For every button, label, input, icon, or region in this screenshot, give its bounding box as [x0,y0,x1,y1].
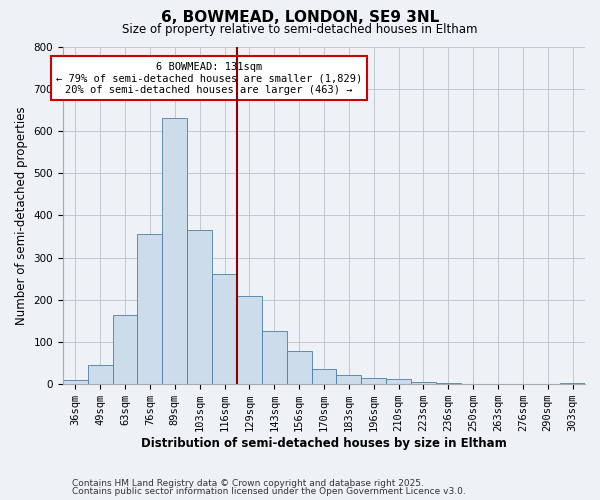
Bar [63,380,88,384]
Text: 6, BOWMEAD, LONDON, SE9 3NL: 6, BOWMEAD, LONDON, SE9 3NL [161,10,439,25]
Bar [237,296,262,384]
Text: Contains HM Land Registry data © Crown copyright and database right 2025.: Contains HM Land Registry data © Crown c… [72,478,424,488]
Bar [386,379,411,384]
Bar [212,274,237,384]
X-axis label: Distribution of semi-detached houses by size in Eltham: Distribution of semi-detached houses by … [141,437,507,450]
Bar [113,314,137,384]
Bar [88,365,113,384]
Text: Size of property relative to semi-detached houses in Eltham: Size of property relative to semi-detach… [122,22,478,36]
Text: Contains public sector information licensed under the Open Government Licence v3: Contains public sector information licen… [72,487,466,496]
Bar [163,118,187,384]
Bar [337,374,361,384]
Bar [361,378,386,384]
Y-axis label: Number of semi-detached properties: Number of semi-detached properties [15,106,28,324]
Bar [262,332,287,384]
Bar [311,368,337,384]
Bar [137,234,163,384]
Text: 6 BOWMEAD: 131sqm
← 79% of semi-detached houses are smaller (1,829)
20% of semi-: 6 BOWMEAD: 131sqm ← 79% of semi-detached… [56,62,362,95]
Bar [187,230,212,384]
Bar [411,382,436,384]
Bar [287,352,311,384]
